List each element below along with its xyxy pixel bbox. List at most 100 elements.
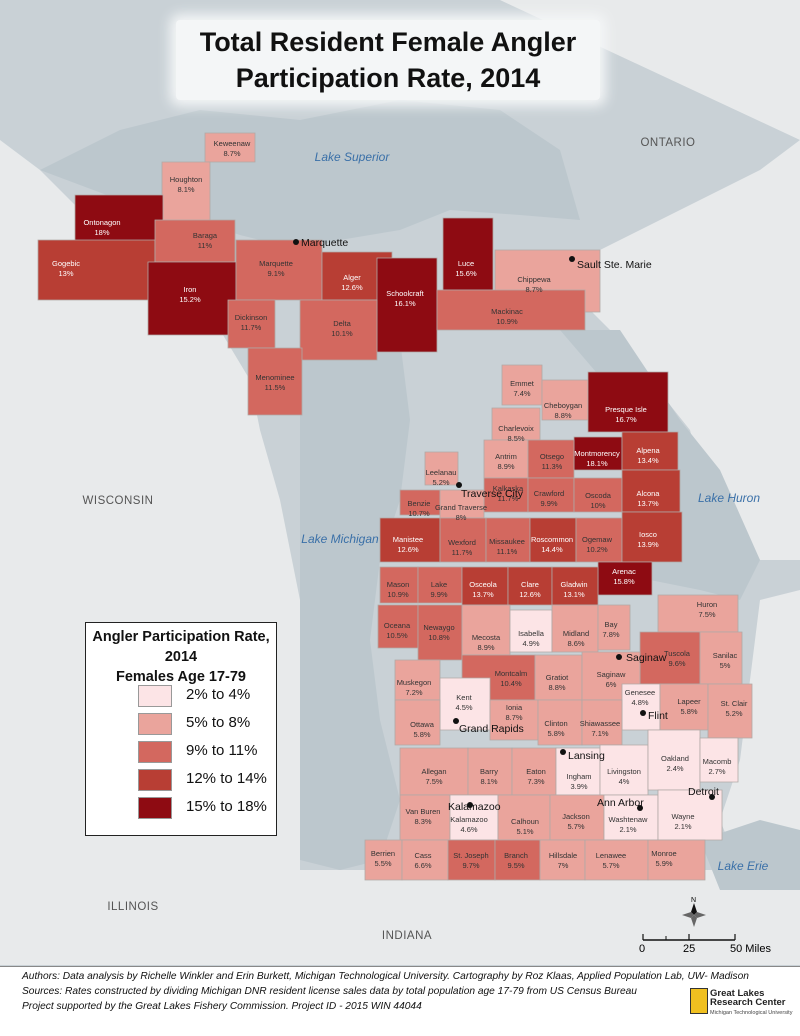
map-title-line1: Total Resident Female Angler [199, 27, 577, 57]
county-label: Macomb [703, 757, 732, 766]
map-title: Total Resident Female Angler Participati… [176, 24, 600, 96]
county-label: Missaukee [489, 537, 525, 546]
county-rate: 10% [590, 501, 605, 510]
county-label: Schoolcraft [386, 289, 424, 298]
county-label: Wexford [448, 538, 476, 547]
county-label: Ottawa [410, 720, 435, 729]
county-rate: 15.8% [613, 577, 635, 586]
county-rate: 3.9% [570, 782, 587, 791]
county-label: Ogemaw [582, 535, 613, 544]
legend-swatch [138, 741, 172, 763]
county-rate: 10.8% [428, 633, 450, 642]
north-label: N [691, 897, 696, 904]
county-label: Presque Isle [605, 405, 647, 414]
county-rate: 10.7% [408, 509, 430, 518]
county-rate: 8.7% [223, 149, 240, 158]
county-label: Shiawassee [580, 719, 620, 728]
city-dot-traverse-city [456, 482, 462, 488]
county-rate: 11% [198, 241, 213, 250]
city-dot-sault-ste-marie [569, 256, 575, 262]
county-rate: 7% [558, 861, 569, 870]
county-group-upper-peninsula [37, 132, 601, 416]
county-rate: 10.2% [586, 545, 608, 554]
county-label: Emmet [510, 379, 535, 388]
county-rate: 7.5% [425, 777, 442, 786]
county-monroe [647, 839, 706, 881]
county-label: Branch [504, 851, 528, 860]
county-rate: 8.1% [177, 185, 194, 194]
county-rate: 16.1% [394, 299, 416, 308]
county-label: Eaton [526, 767, 546, 776]
lake-label: Lake Erie [718, 859, 769, 873]
county-rate: 5.8% [547, 729, 564, 738]
credits-authors: Authors: Data analysis by Richelle Winkl… [22, 971, 749, 982]
legend-swatch [138, 713, 172, 735]
county-label: Charlevoix [498, 424, 534, 433]
city-dot-marquette [293, 239, 299, 245]
county-rate: 10.9% [496, 317, 518, 326]
county-group-lower-peninsula [364, 364, 753, 881]
region-label: WISCONSIN [83, 495, 154, 507]
county-label: Alger [343, 273, 361, 282]
county-rate: 8.7% [525, 285, 542, 294]
city-dot-lansing [560, 749, 566, 755]
county-label: Alcona [637, 489, 661, 498]
city-label: Kalamazoo [448, 801, 501, 813]
county-label: St. Clair [721, 699, 748, 708]
county-label: Ionia [506, 703, 523, 712]
county-label: Monroe [651, 849, 676, 858]
scale-tick-0: 0 [639, 943, 645, 955]
county-rate: 5.2% [725, 709, 742, 718]
county-rate: 18% [94, 228, 109, 237]
legend-label: 9% to 11% [186, 742, 258, 759]
county-label: Ontonagon [83, 218, 120, 227]
legend-item: 12% to 14% [138, 769, 268, 791]
county-rate: 8.7% [505, 713, 522, 722]
county-rate: 12.6% [397, 545, 419, 554]
county-label: Van Buren [406, 807, 441, 816]
county-rate: 2.1% [619, 825, 636, 834]
county-rate: 8.9% [497, 462, 514, 471]
county-lenawee [584, 839, 649, 881]
city-label: Flint [648, 710, 668, 722]
lake-erie-water [700, 820, 800, 890]
county-delta [299, 299, 378, 361]
county-label: Iron [184, 285, 197, 294]
county-rate: 8.1% [480, 777, 497, 786]
county-label: Marquette [259, 259, 293, 268]
county-label: Iosco [639, 530, 657, 539]
county-label: Allegan [421, 767, 446, 776]
county-label: Dickinson [235, 313, 268, 322]
county-label: Luce [458, 259, 474, 268]
county-label: Cheboygan [544, 401, 582, 410]
county-rate: 7.3% [527, 777, 544, 786]
county-macomb [699, 737, 739, 783]
county-rate: 15.2% [179, 295, 201, 304]
county-label: Muskegon [397, 678, 432, 687]
county-rate: 5.9% [655, 859, 672, 868]
city-label: Grand Rapids [459, 723, 524, 735]
county-label: Roscommon [531, 535, 573, 544]
county-label: Osceola [469, 580, 497, 589]
county-rate: 9.9% [430, 590, 447, 599]
county-label: Kalamazoo [450, 815, 488, 824]
county-label: Oscoda [585, 491, 612, 500]
legend-title: Angler Participation Rate, 2014 Females … [86, 627, 276, 687]
county-luce [442, 217, 494, 291]
county-label: Mackinac [491, 307, 523, 316]
county-rate: 14.4% [541, 545, 563, 554]
county-rate: 2.1% [674, 822, 691, 831]
city-label: Saginaw [626, 652, 667, 664]
county-rate: 11.7% [241, 323, 262, 332]
county-rate: 16.7% [615, 415, 637, 424]
county-label: Oakland [661, 754, 689, 763]
county-rate: 10.9% [387, 590, 409, 599]
legend-swatch [138, 797, 172, 819]
county-rate: 7.2% [405, 688, 422, 697]
logo-sub: Michigan Technological University [710, 1010, 793, 1016]
county-label: Arenac [612, 567, 636, 576]
county-label: Tuscola [664, 649, 691, 658]
city-dot-saginaw [616, 654, 622, 660]
county-rate: 6% [606, 680, 617, 689]
